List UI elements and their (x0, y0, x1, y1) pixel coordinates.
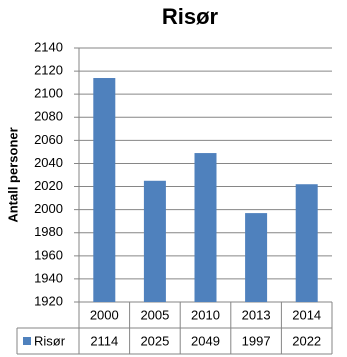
bar (295, 184, 318, 302)
legend-label: Risør (34, 333, 66, 348)
table-value: 2114 (90, 333, 118, 348)
y-tick-label: 2120 (34, 63, 63, 78)
x-tick-label: 2010 (191, 307, 220, 322)
bar (143, 180, 166, 302)
y-tick-label: 2080 (34, 109, 63, 124)
y-tick-label: 2140 (34, 39, 63, 54)
x-tick-label: 2005 (140, 307, 169, 322)
x-tick-label: 2000 (90, 307, 119, 322)
y-tick-label: 2100 (34, 86, 63, 101)
x-tick-label: 2014 (292, 307, 321, 322)
bar (93, 78, 116, 302)
bar (245, 213, 268, 302)
legend-swatch (23, 337, 31, 345)
y-tick-label: 1920 (34, 293, 63, 308)
y-tick-label: 1960 (34, 247, 63, 262)
y-tick-label: 1980 (34, 224, 63, 239)
table-value: 1997 (242, 333, 271, 348)
table-value: 2022 (292, 333, 321, 348)
y-tick-label: 2040 (34, 155, 63, 170)
x-tick-label: 2013 (242, 307, 271, 322)
chart-title: Risør (162, 4, 219, 29)
y-tick-label: 2000 (34, 201, 63, 216)
y-tick-label: 2060 (34, 132, 63, 147)
bar (194, 153, 217, 302)
table-value: 2025 (140, 333, 169, 348)
table-value: 2049 (191, 333, 220, 348)
y-tick-label: 1940 (34, 270, 63, 285)
y-tick-label: 2020 (34, 178, 63, 193)
y-axis-label: Antall personer (5, 127, 20, 222)
